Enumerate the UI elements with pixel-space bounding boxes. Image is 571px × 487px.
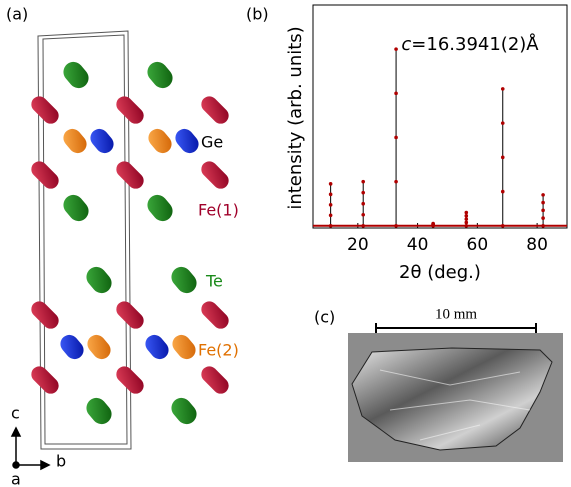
x-tick-label: 80 [526, 235, 548, 255]
peak-point [329, 182, 333, 186]
xrd-chart: c=16.3941(2)Å 2θ (deg.) intensity (arb. … [285, 5, 567, 283]
fe2-atom [84, 331, 115, 362]
fe-atom [198, 363, 232, 397]
peak-point [329, 203, 333, 207]
peak-point [329, 214, 333, 218]
fe-atom [28, 298, 62, 332]
fe2-atom [60, 125, 91, 156]
fe-atom [198, 298, 232, 332]
axis-b: b [56, 452, 66, 471]
figure: (a) (b) (c) Ge Fe(1) Te Fe(2) c b a c=16… [0, 0, 571, 487]
x-tick-label: 20 [347, 235, 369, 255]
te-atom [59, 58, 92, 92]
annotation-var: c [401, 34, 411, 55]
label-fe1: Fe(1) [198, 201, 239, 220]
scale-bar [376, 323, 536, 333]
panel-label: (c) [314, 308, 335, 327]
x-tick-label: 60 [467, 235, 489, 255]
peak-point [464, 211, 468, 215]
fe-atom [198, 158, 232, 192]
te-atom [82, 394, 115, 428]
fe-atom [113, 93, 147, 127]
peak-point [501, 121, 505, 125]
peak-point [464, 221, 468, 225]
fe-atom [113, 158, 147, 192]
axis-c: c [11, 404, 20, 423]
peak-point [541, 224, 545, 228]
peak-point [361, 213, 365, 217]
te-atom [143, 191, 176, 225]
peak-point [329, 224, 333, 228]
peak-point [541, 201, 545, 205]
peak-point [464, 224, 468, 228]
peak-point [431, 222, 435, 226]
peak-point [361, 191, 365, 195]
ge-atom [57, 331, 88, 362]
ge-atom [142, 331, 173, 362]
peak-point [501, 87, 505, 91]
peak-point [541, 193, 545, 197]
photo [348, 333, 563, 462]
te-atom [82, 263, 115, 297]
peak-point [541, 209, 545, 213]
x-axis-label: 2θ (deg.) [399, 262, 481, 283]
ge-atom [172, 125, 203, 156]
x-tick-label: 40 [407, 235, 429, 255]
peak-point [361, 202, 365, 206]
annotation-text: =16.3941(2)Å [411, 33, 539, 55]
peak-point [464, 217, 468, 221]
fe2-atom [169, 331, 200, 362]
te-atom [59, 191, 92, 225]
label-fe2: Fe(2) [198, 341, 239, 360]
y-axis-label: intensity (arb. units) [285, 26, 306, 209]
ge-atom [87, 125, 118, 156]
fe-atom [28, 93, 62, 127]
te-atom [143, 58, 176, 92]
peak-point [394, 224, 398, 228]
label-ge: Ge [201, 133, 223, 152]
te-atom [167, 394, 200, 428]
peak-point [361, 224, 365, 228]
peak-point [394, 92, 398, 96]
panel-label: (a) [6, 5, 28, 24]
peak-point [501, 224, 505, 228]
annotation: c=16.3941(2)Å [401, 33, 539, 55]
peak-point [501, 190, 505, 194]
fe-atom [28, 158, 62, 192]
panel-label: (b) [246, 5, 269, 24]
axis-a: a [11, 470, 21, 487]
te-atom [167, 263, 200, 297]
scale-label: 10 mm [435, 306, 477, 322]
fe-atom [198, 93, 232, 127]
fe2-atom [145, 125, 176, 156]
peak-point [501, 156, 505, 160]
peak-point [541, 216, 545, 220]
peak-point [464, 214, 468, 218]
label-te: Te [205, 272, 223, 291]
peak-point [394, 47, 398, 51]
peak-point [394, 180, 398, 184]
peak-point [329, 193, 333, 197]
peak-point [394, 136, 398, 140]
peak-point [361, 180, 365, 184]
